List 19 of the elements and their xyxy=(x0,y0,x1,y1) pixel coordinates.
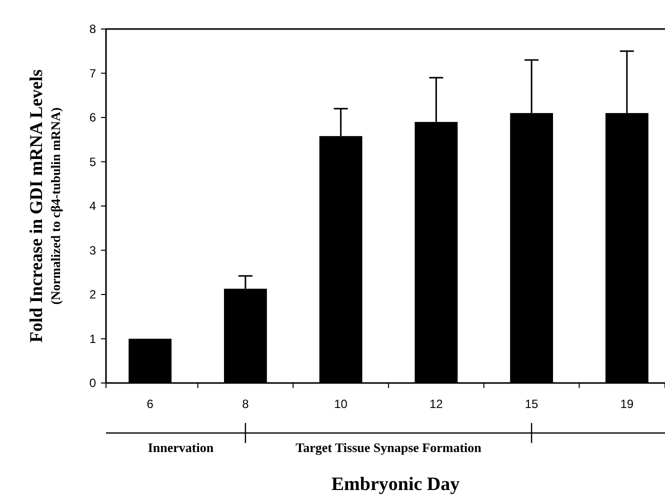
y-tick-label: 0 xyxy=(89,376,96,390)
y-axis-title: Fold Increase in GDI mRNA Levels (Normalized to cβ4-tubulin mRNA) xyxy=(26,69,63,343)
y-tick-label: 1 xyxy=(89,332,96,346)
x-tick-label: 8 xyxy=(242,397,250,411)
text: Target Tissue Synapse Formation xyxy=(296,440,482,455)
x-tick-label: 10 xyxy=(334,397,348,411)
x-axis-title: Embryonic Day xyxy=(331,474,460,495)
text: Innervation xyxy=(148,440,214,455)
y-tick-label: 7 xyxy=(89,66,96,80)
y-tick-label: 6 xyxy=(89,110,96,125)
y-tick-label: 2 xyxy=(89,288,96,302)
x-tick-label: 6 xyxy=(146,397,154,411)
x-tick-label: 15 xyxy=(524,397,539,411)
y-tick-label: 4 xyxy=(89,199,96,214)
x-tick-label: 19 xyxy=(620,397,634,411)
x-tick-label: 12 xyxy=(430,397,444,411)
y-tick-label: 3 xyxy=(89,243,96,258)
y-tick-label: 5 xyxy=(89,154,96,169)
y-tick-label: 8 xyxy=(89,22,96,36)
